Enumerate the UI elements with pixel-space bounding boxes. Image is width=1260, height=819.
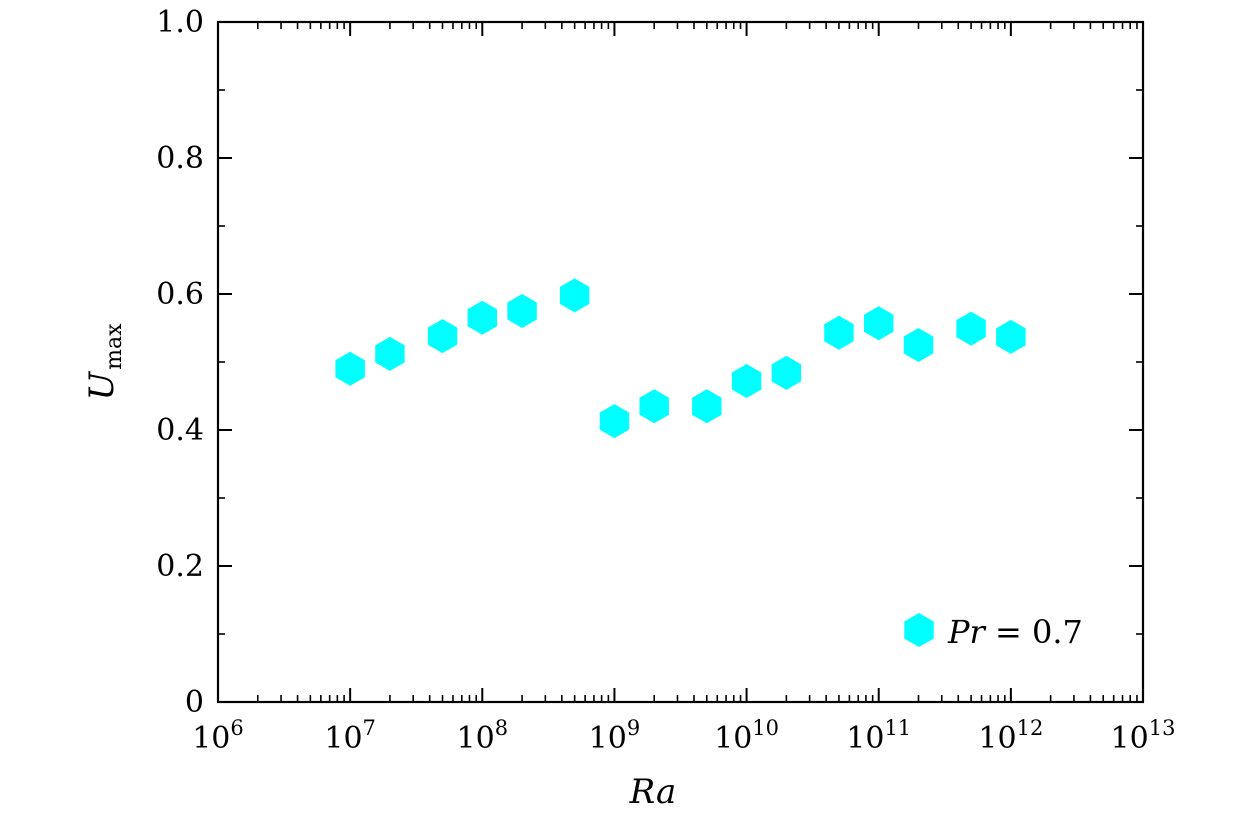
x-tick-label-exponent: 13 [1149,716,1176,740]
x-tick-label: 106 [192,716,244,756]
data-point [375,336,405,371]
legend-label-value: = 0.7 [985,613,1083,651]
data-point [559,278,590,313]
x-tick-label: 1010 [714,716,779,756]
x-tick-label-exponent: 11 [884,716,911,740]
y-tick-label: 0 [185,685,204,720]
y-axis-label-group: Umax [82,323,127,401]
x-tick-label-exponent: 12 [1017,716,1044,740]
data-point [467,300,498,335]
legend-label-symbol: Pr [947,613,987,651]
x-tick-label-base: 10 [846,721,884,756]
y-axis-label-main: U [82,371,122,401]
x-tick-label-base: 10 [714,721,752,756]
data-points [335,278,1026,439]
x-tick-label-exponent: 6 [230,716,243,740]
legend-hexagon [904,613,934,647]
data-point [824,315,854,350]
y-axis-label: Umax [82,323,127,401]
legend-marker-hexagon [904,613,934,647]
x-tick-label: 107 [324,716,376,756]
x-tick-label: 1012 [978,716,1043,756]
x-tick-label-base: 10 [589,721,627,756]
data-point [692,389,722,424]
data-point [863,306,894,341]
y-tick-label: 1.0 [156,5,204,40]
x-axis-label: Ra [629,772,677,812]
y-axis-label-subscript: max [102,323,127,370]
data-point [956,311,986,346]
x-tick-label-base: 10 [324,721,362,756]
y-tick-label: 0.6 [156,277,204,312]
y-tick-label: 0.4 [156,413,204,448]
x-tick-label-base: 10 [978,721,1016,756]
data-point [731,364,762,399]
x-tick-label-base: 10 [1111,721,1149,756]
data-point [507,294,537,328]
x-tick-label: 1013 [1111,716,1176,756]
data-point [639,389,669,424]
data-point [335,351,365,386]
x-tick-label-exponent: 9 [627,716,640,740]
x-tick-label: 1011 [846,716,911,756]
y-tick-label: 0.8 [156,141,204,176]
data-point [599,404,630,439]
x-tick-label: 108 [457,716,509,756]
data-point [903,328,934,362]
plot-frame [216,20,1145,704]
legend: Pr = 0.7 [904,613,1083,651]
x-tick-label-exponent: 8 [495,716,508,740]
data-point [771,355,802,390]
x-tick-label-base: 10 [457,721,495,756]
x-tick-label: 109 [589,716,641,756]
data-point [996,319,1026,354]
y-tick-label: 0.2 [156,549,204,584]
data-point [427,319,458,354]
x-tick-label-exponent: 7 [363,716,376,740]
legend-label: Pr = 0.7 [947,613,1083,651]
x-tick-label-exponent: 10 [752,716,779,740]
x-tick-label-base: 10 [192,721,230,756]
